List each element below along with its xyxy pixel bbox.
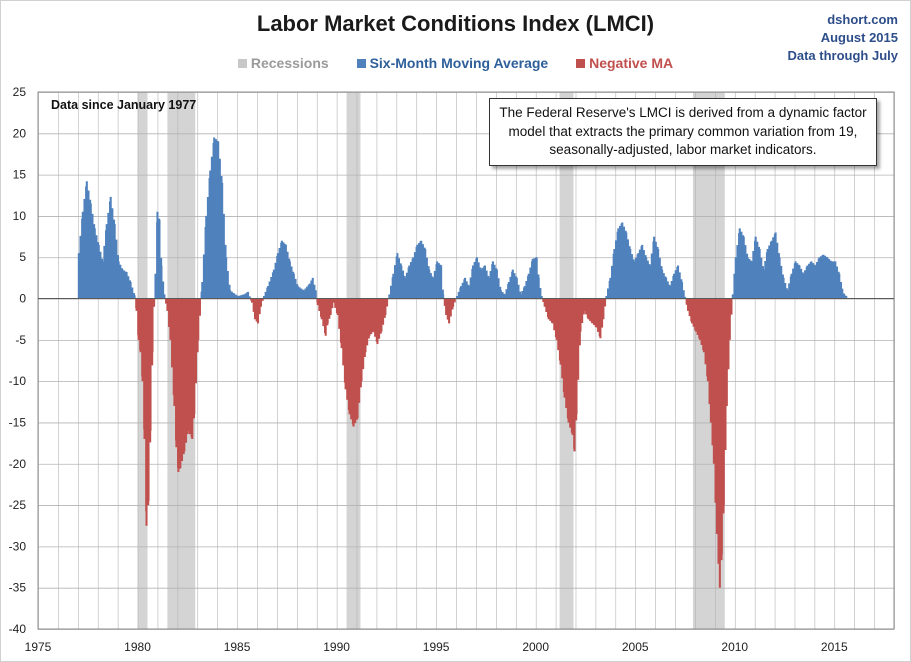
y-tick-label: -10 <box>9 374 27 388</box>
recession-bands <box>137 92 725 629</box>
chart-title: Labor Market Conditions Index (LMCI) <box>256 11 655 36</box>
plot-border <box>37 91 895 630</box>
y-tick-label: -25 <box>9 498 27 512</box>
y-tick-label: -20 <box>9 457 27 471</box>
legend-item-moving-average: Six-Month Moving Average <box>356 55 549 71</box>
x-tick-label: 1985 <box>224 640 251 654</box>
y-tick-label: 0 <box>19 292 26 306</box>
legend-swatch-negative-ma <box>576 59 586 68</box>
x-tick-label: 1980 <box>124 640 151 654</box>
y-tick-label: -5 <box>15 333 26 347</box>
x-tick-label: 1975 <box>25 640 52 654</box>
legend-swatch-recessions <box>237 59 247 68</box>
legend-label-moving-average: Six-Month Moving Average <box>369 55 549 71</box>
y-tick-label: -30 <box>9 539 27 553</box>
legend-item-recessions: Recessions <box>237 55 329 71</box>
y-tick-label: -40 <box>9 622 27 636</box>
legend-item-negative-ma: Negative MA <box>576 55 673 71</box>
chart-legend: Recessions Six-Month Moving Average Nega… <box>1 55 910 71</box>
lmci-area <box>77 137 848 588</box>
legend-label-recessions: Recessions <box>250 55 329 71</box>
data-since-label: Data since January 1977 <box>51 98 197 112</box>
y-tick-label: 20 <box>13 126 27 140</box>
source-coverage: Data through July <box>787 48 898 63</box>
source-site: dshort.com <box>827 12 898 27</box>
negative-ma-area <box>135 298 733 588</box>
y-tick-labels: 25 20 15 10 5 0 -5 -10 -15 -20 -25 -30 -35 -40 <box>9 85 27 636</box>
x-tick-label: 2015 <box>821 640 848 654</box>
y-tick-label: 5 <box>19 250 26 264</box>
y-tick-label: -35 <box>9 581 27 595</box>
x-tick-label: 1995 <box>423 640 450 654</box>
y-tick-label: 10 <box>13 209 27 223</box>
positive-ma-area <box>77 137 848 299</box>
y-tick-label: -15 <box>9 415 27 429</box>
x-tick-label: 2005 <box>622 640 649 654</box>
x-tick-label: 2010 <box>721 640 748 654</box>
x-tick-labels: 1975 1980 1985 1990 1995 2000 2005 2010 2015 <box>25 640 848 654</box>
source-date: August 2015 <box>820 30 898 45</box>
axes <box>37 91 895 630</box>
x-tick-label: 2000 <box>522 640 549 654</box>
methodology-note: The Federal Reserve's LMCI is derived fr… <box>489 98 877 166</box>
legend-label-negative-ma: Negative MA <box>589 55 674 71</box>
source-block: dshort.com August 2015 Data through July <box>787 11 898 65</box>
legend-swatch-moving-average <box>356 59 366 68</box>
x-tick-label: 1990 <box>323 640 350 654</box>
grid-lines <box>38 92 895 630</box>
y-tick-label: 25 <box>13 85 27 99</box>
y-tick-label: 15 <box>13 168 27 182</box>
